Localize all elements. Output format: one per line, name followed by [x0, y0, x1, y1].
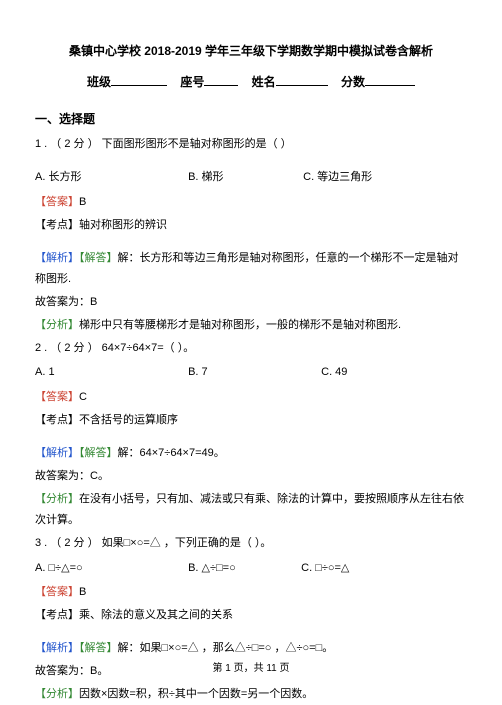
score-label: 分数 — [341, 75, 365, 89]
q1-opt-c: C. 等边三角形 — [303, 167, 372, 188]
spacer — [35, 238, 467, 246]
point-label: 【考点】 — [35, 414, 79, 426]
footer-suffix: 页 — [277, 663, 290, 674]
fenxi-text: 在没有小括号，只有加、减法或只有乘、除法的计算中，要按照顺序从左往右依次计算。 — [35, 493, 464, 526]
q1-answer: 【答案】B — [35, 192, 467, 213]
info-row: 班级 座号 姓名 分数 — [35, 71, 467, 94]
point-text: 乘、除法的意义及其之间的关系 — [79, 609, 233, 621]
q2-point: 【考点】不含括号的运算顺序 — [35, 410, 467, 431]
fenxi-label: 【分析】 — [35, 493, 79, 505]
jieda-text: 解：64×7÷64×7=49。 — [118, 447, 225, 459]
spacer — [35, 433, 467, 441]
q1-opt-b: B. 梯形 — [188, 167, 300, 188]
jieda-label: 【解答】 — [79, 447, 118, 459]
q1-ansline: 故答案为：B — [35, 292, 467, 313]
jieda-label: 【解答】 — [79, 642, 118, 654]
answer-value: B — [79, 586, 86, 598]
q1-opt-a: A. 长方形 — [35, 167, 185, 188]
q2-opt-b: B. 7 — [188, 362, 318, 383]
q1-options: A. 长方形 B. 梯形 C. 等边三角形 — [35, 167, 467, 188]
q1-jiexi: 【解析】【解答】解：长方形和等边三角形是轴对称图形，任意的一个梯形不一定是轴对称… — [35, 248, 467, 290]
answer-label: 【答案】 — [35, 586, 79, 598]
jiexi-label: 【解析】 — [35, 447, 79, 459]
name-label: 姓名 — [252, 75, 276, 89]
section-heading: 一、选择题 — [35, 108, 467, 131]
q1-fenxi: 【分析】梯形中只有等腰梯形才是轴对称图形，一般的梯形不是轴对称图形. — [35, 315, 467, 336]
answer-label: 【答案】 — [35, 391, 79, 403]
q3-opt-b: B. △÷□=○ — [188, 558, 298, 579]
jiexi-label: 【解析】 — [35, 252, 79, 264]
footer-prefix: 第 — [212, 663, 225, 674]
q2-opt-a: A. 1 — [35, 362, 185, 383]
score-blank — [365, 74, 415, 86]
spacer — [35, 628, 467, 636]
spacer — [35, 157, 467, 163]
footer-mid: 页，共 — [231, 663, 267, 674]
doc-title: 桑镇中心学校 2018-2019 学年三年级下学期数学期中模拟试卷含解析 — [35, 40, 467, 63]
jieda-text: 解：如果□×○=△ ，那么△÷□=○ ，△÷○=□。 — [118, 642, 334, 654]
seat-blank — [204, 74, 238, 86]
q2-opt-c: C. 49 — [321, 362, 347, 383]
answer-label: 【答案】 — [35, 196, 79, 208]
seat-label: 座号 — [180, 75, 204, 89]
name-blank — [276, 74, 328, 86]
q3-opt-a: A. □÷△=○ — [35, 558, 185, 579]
q3-options: A. □÷△=○ B. △÷□=○ C. □÷○=△ — [35, 558, 467, 579]
q3-opt-c: C. □÷○=△ — [301, 558, 349, 579]
jiexi-label: 【解析】 — [35, 642, 79, 654]
point-text: 轴对称图形的辨识 — [79, 219, 167, 231]
q2-jiexi: 【解析】【解答】解：64×7÷64×7=49。 — [35, 443, 467, 464]
q2-ansline: 故答案为：C。 — [35, 466, 467, 487]
q3-answer: 【答案】B — [35, 582, 467, 603]
q2-answer: 【答案】C — [35, 387, 467, 408]
q3-stem: 3 . （ 2 分 ） 如果□×○=△ ，下列正确的是（ ）。 — [35, 533, 467, 554]
q1-point: 【考点】轴对称图形的辨识 — [35, 215, 467, 236]
point-label: 【考点】 — [35, 609, 79, 621]
fenxi-label: 【分析】 — [35, 319, 79, 331]
q2-options: A. 1 B. 7 C. 49 — [35, 362, 467, 383]
footer-total: 11 — [266, 663, 276, 674]
page-footer: 第 1 页，共 11 页 — [0, 659, 502, 678]
class-label: 班级 — [87, 75, 111, 89]
q3-fenxi: 【分析】因数×因数=积，积÷其中一个因数=另一个因数。 — [35, 684, 467, 705]
q2-fenxi: 【分析】在没有小括号，只有加、减法或只有乘、除法的计算中，要按照顺序从左往右依次… — [35, 489, 467, 531]
point-label: 【考点】 — [35, 219, 79, 231]
point-text: 不含括号的运算顺序 — [79, 414, 178, 426]
q1-stem: 1 . （ 2 分 ） 下面图形图形不是轴对称图形的是（ ） — [35, 134, 467, 155]
answer-value: C — [79, 391, 87, 403]
class-blank — [111, 74, 167, 86]
jieda-label: 【解答】 — [79, 252, 118, 264]
q3-point: 【考点】乘、除法的意义及其之间的关系 — [35, 605, 467, 626]
q3-jiexi: 【解析】【解答】解：如果□×○=△ ，那么△÷□=○ ，△÷○=□。 — [35, 638, 467, 659]
q2-stem: 2 . （ 2 分 ） 64×7÷64×7=（ ）。 — [35, 338, 467, 359]
answer-value: B — [79, 196, 86, 208]
fenxi-text: 梯形中只有等腰梯形才是轴对称图形，一般的梯形不是轴对称图形. — [79, 319, 401, 331]
